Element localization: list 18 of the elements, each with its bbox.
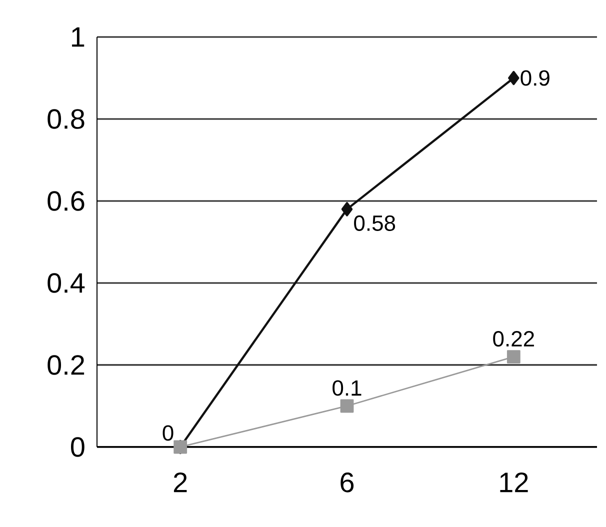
- y-tick-label: 1: [72, 27, 84, 47]
- x-tick-label: 6: [340, 472, 354, 492]
- y-tick-label: 0.6: [48, 191, 84, 211]
- y-tick-label: 0: [70, 437, 84, 457]
- x-tick-label: 2: [174, 472, 187, 492]
- data-label: 0.22: [493, 331, 534, 347]
- data-label: 0.1: [332, 380, 362, 396]
- y-tick-label: 0.4: [48, 273, 85, 293]
- x-tick-label: 12: [500, 472, 528, 492]
- point: [508, 70, 520, 86]
- data-label: 0.9: [520, 70, 550, 86]
- data-label: 0: [162, 425, 174, 441]
- point: [340, 399, 354, 413]
- data-label: 0.58: [354, 215, 396, 231]
- y-tick-label: 0.8: [48, 109, 84, 129]
- point: [341, 202, 353, 216]
- y-tick-label: 0.2: [48, 355, 84, 375]
- point: [506, 350, 520, 364]
